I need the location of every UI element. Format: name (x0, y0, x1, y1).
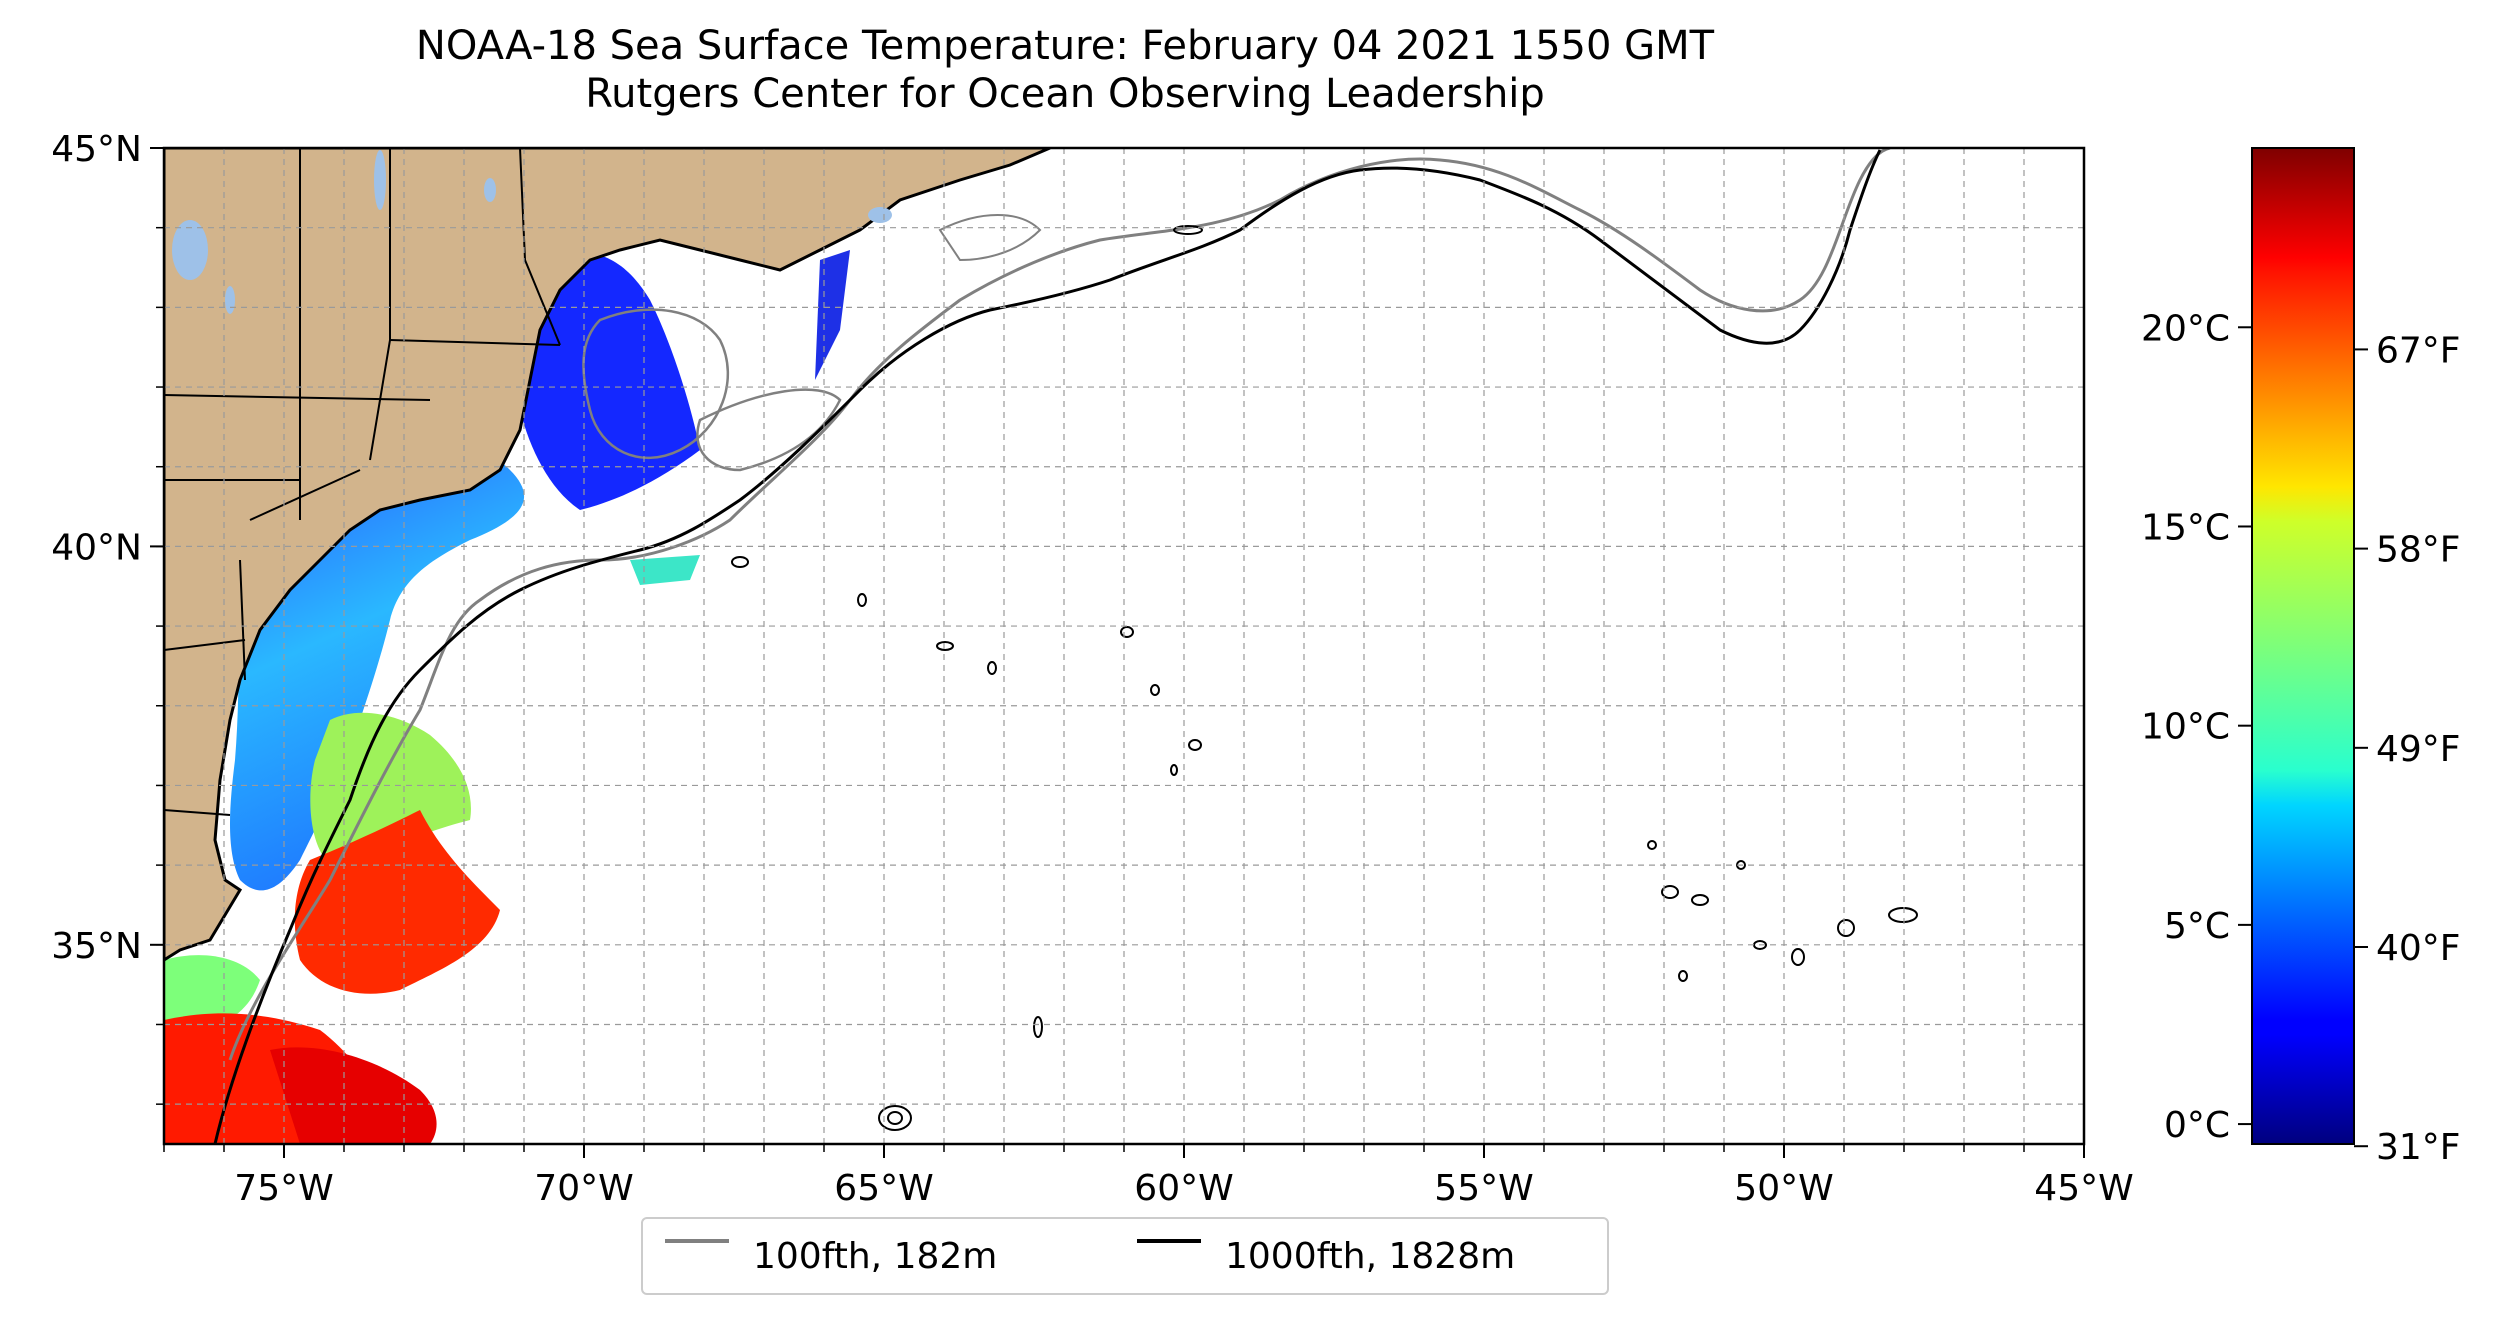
seamounts (731, 225, 1918, 1131)
fahrenheit-tick-label: 67°F (2376, 330, 2461, 371)
southern-core-patch (270, 1047, 437, 1144)
legend-label-1000fth: 1000fth, 1828m (1225, 1236, 1516, 1277)
gulf-of-maine-patch (518, 253, 700, 510)
lon-tick-label: 50°W (1734, 1168, 1833, 1209)
lon-tick-label: 45°W (2034, 1168, 2133, 1209)
lakes (172, 150, 892, 314)
lon-tick-label: 70°W (534, 1168, 633, 1209)
isobath-100fth (228, 148, 1891, 1061)
gulf-stream-patch (294, 810, 500, 994)
celsius-tick-label: 15°C (2141, 507, 2230, 548)
colorbar-ticks: 0°C 5°C 10°C 15°C 20°C 31°F 40°F 49°F 58°F 67°F (2141, 308, 2460, 1168)
legend-label-100fth: 100fth, 182m (753, 1236, 998, 1277)
lat-tick-label: 40°N (51, 527, 142, 568)
lon-tick-label: 65°W (834, 1168, 933, 1209)
lon-tick-label: 60°W (1134, 1168, 1233, 1209)
fahrenheit-tick-label: 58°F (2376, 530, 2461, 571)
fahrenheit-tick-label: 31°F (2376, 1127, 2461, 1168)
gridlines (164, 148, 2084, 1144)
legend-swatch-1000fth (1137, 1239, 1201, 1243)
nearshore-patch (164, 955, 260, 1030)
celsius-tick-label: 5°C (2164, 906, 2230, 947)
grand-banks-contour (938, 214, 1042, 262)
celsius-tick-label: 20°C (2141, 308, 2230, 349)
celsius-tick-label: 10°C (2141, 707, 2230, 748)
land-layer (164, 148, 1051, 962)
chart-title: NOAA-18 Sea Surface Temperature: Februar… (415, 23, 1715, 69)
fahrenheit-tick-label: 49°F (2376, 729, 2461, 770)
lon-tick-label: 75°W (234, 1168, 333, 1209)
state-borders (164, 148, 561, 816)
chart-subtitle: Rutgers Center for Ocean Observing Leade… (585, 71, 1545, 117)
cold-fragment (630, 555, 700, 585)
legend-swatch-100fth (665, 1239, 729, 1243)
celsius-tick-label: 0°C (2164, 1105, 2230, 1146)
lat-tick-label: 35°N (51, 926, 142, 967)
shelf-contour (696, 388, 842, 472)
axis-ticks: 75°W 70°W 65°W 60°W 55°W 50°W 45°W 35°N 40°N 45°N (51, 129, 2133, 1209)
north-america-land (164, 148, 1051, 962)
fahrenheit-tick-label: 40°F (2376, 928, 2461, 969)
isobath-legend: 100fth, 182m 1000fth, 1828m (641, 1217, 1609, 1295)
lat-tick-label: 45°N (51, 129, 142, 170)
colorbar (2251, 147, 2355, 1145)
lon-tick-label: 55°W (1434, 1168, 1533, 1209)
